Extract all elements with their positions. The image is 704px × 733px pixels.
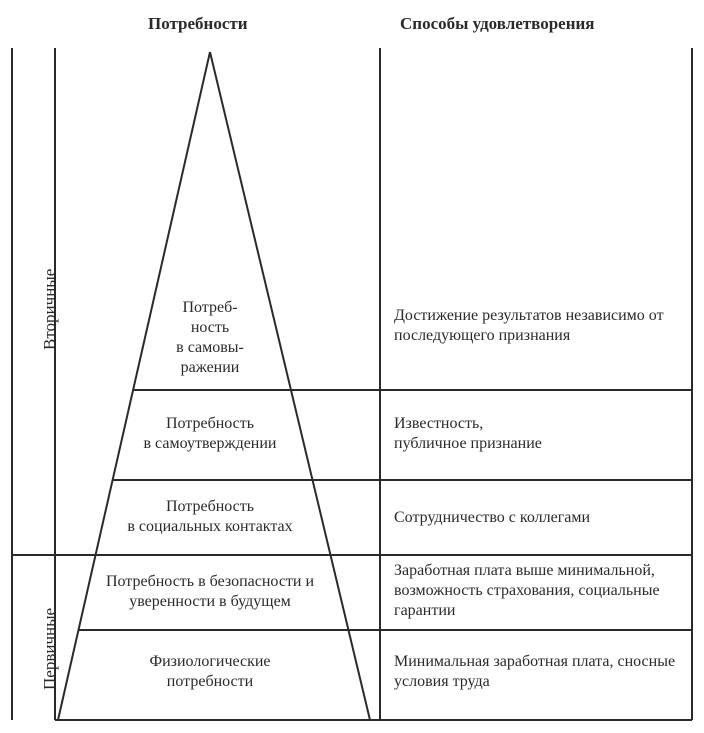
diagram-lines [0,0,704,733]
need-level-5: Физиологические потребности [80,652,340,692]
way-level-4: Заработная плата выше минимальной, возмо… [394,561,688,621]
need-level-4: Потребность в безопасности и уверенности… [80,572,340,612]
way-level-2: Известность, публичное признание [394,414,682,454]
way-level-1: Достижение результатов независимо от пос… [394,306,682,346]
way-level-5: Минимальная заработная плата, сносные ус… [394,652,688,692]
group-label-secondary: Вторичные [40,269,60,350]
diagram-canvas: Потребности Способы удовлетворения Втори… [0,0,704,733]
need-level-3: Потребность в социальных контактах [95,497,325,537]
need-level-1: Потреб- ность в самовы- ражении [145,298,275,378]
need-level-2: Потребность в самоутверждении [110,414,310,454]
way-level-3: Сотрудничество с коллегами [394,508,682,528]
group-label-primary: Первичные [40,608,60,690]
